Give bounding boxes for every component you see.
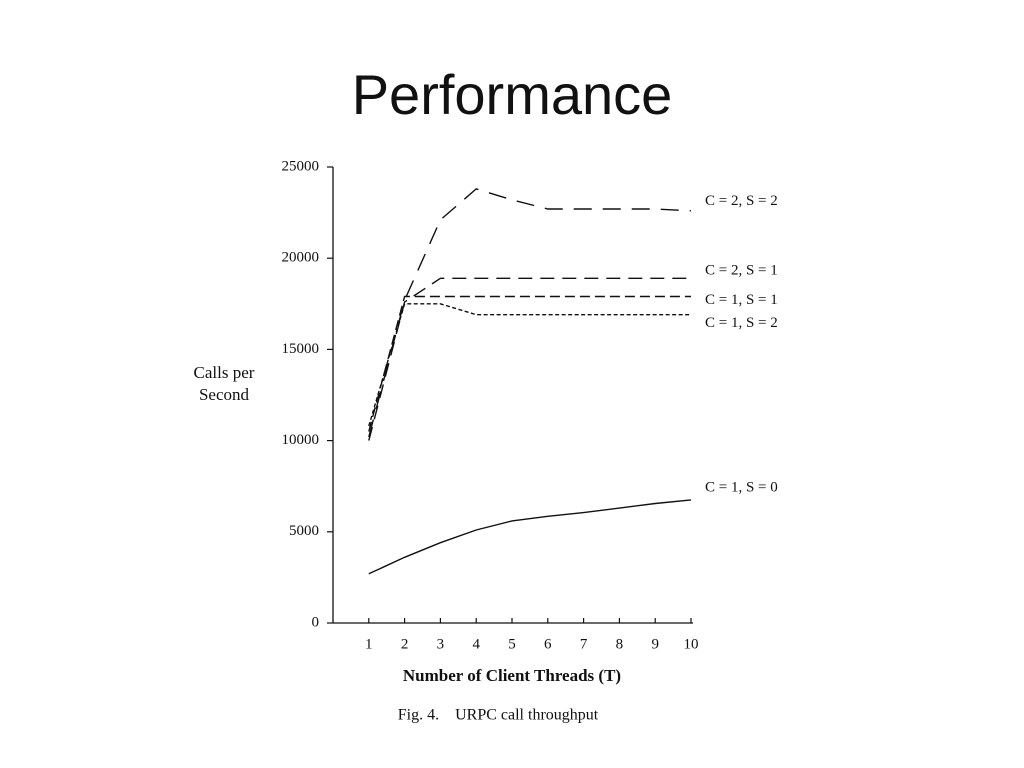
legend-label: C = 1, S = 0	[705, 479, 778, 495]
y-tick-label: 20000	[282, 250, 320, 266]
series-line	[368, 188, 692, 438]
legend-label: C = 2, S = 2	[705, 193, 778, 209]
x-tick-label: 1	[365, 636, 373, 652]
y-tick-label: 5000	[289, 523, 319, 539]
y-tick-label: 0	[312, 614, 320, 630]
x-tick-label: 6	[544, 636, 552, 652]
x-tick-label: 10	[684, 636, 699, 652]
series-line	[368, 277, 691, 441]
legend-label: C = 1, S = 2	[705, 315, 778, 331]
x-axis-label: Number of Client Threads (T)	[403, 666, 621, 685]
series-line	[368, 295, 691, 432]
slide-title: Performance	[352, 63, 673, 126]
caption: Fig. 4. URPC call throughput	[398, 707, 599, 724]
y-tick-label: 15000	[282, 341, 320, 357]
y-tick-label: 10000	[282, 432, 320, 448]
x-tick-label: 9	[651, 636, 659, 652]
series-line	[368, 303, 691, 427]
x-tick-label: 4	[472, 636, 480, 652]
y-tick-label: 25000	[282, 158, 320, 174]
series-line	[368, 499, 692, 575]
x-tick-label: 7	[580, 636, 588, 652]
x-tick-label: 5	[508, 636, 516, 652]
y-axis-label: Calls per Second	[193, 363, 255, 404]
x-tick-label: 3	[437, 636, 445, 652]
legend-label: C = 2, S = 1	[705, 263, 778, 279]
x-tick-label: 2	[401, 636, 409, 652]
x-tick-label: 8	[616, 636, 624, 652]
legend-label: C = 1, S = 1	[705, 292, 778, 308]
